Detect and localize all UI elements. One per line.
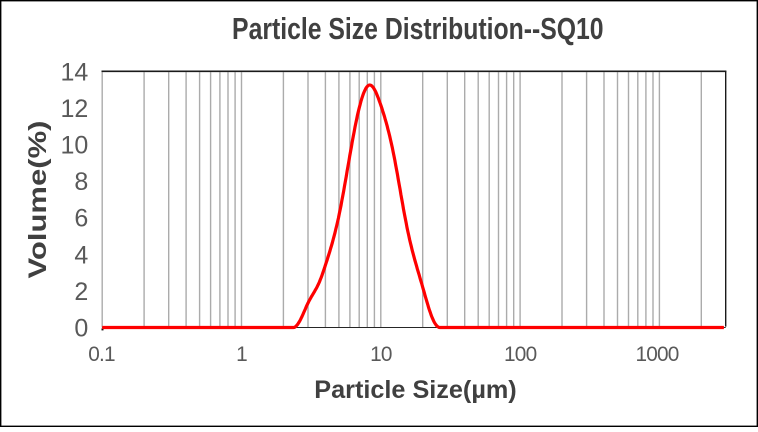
svg-text:12: 12 [60,95,88,123]
svg-text:Particle Size Distribution--SQ: Particle Size Distribution--SQ10 [232,13,604,46]
svg-text:1000: 1000 [635,343,678,366]
svg-text:Volume(%): Volume(%) [24,121,52,279]
svg-text:2: 2 [74,278,88,306]
svg-text:8: 8 [74,168,88,196]
svg-text:14: 14 [60,58,88,86]
svg-text:Particle Size(µm): Particle Size(µm) [314,376,516,404]
svg-text:100: 100 [504,343,537,366]
svg-text:0.1: 0.1 [88,343,115,366]
svg-text:0: 0 [74,315,88,343]
svg-text:10: 10 [370,343,392,366]
svg-text:1: 1 [236,343,247,366]
svg-text:10: 10 [60,132,88,160]
svg-text:6: 6 [74,205,88,233]
svg-text:4: 4 [74,241,88,269]
